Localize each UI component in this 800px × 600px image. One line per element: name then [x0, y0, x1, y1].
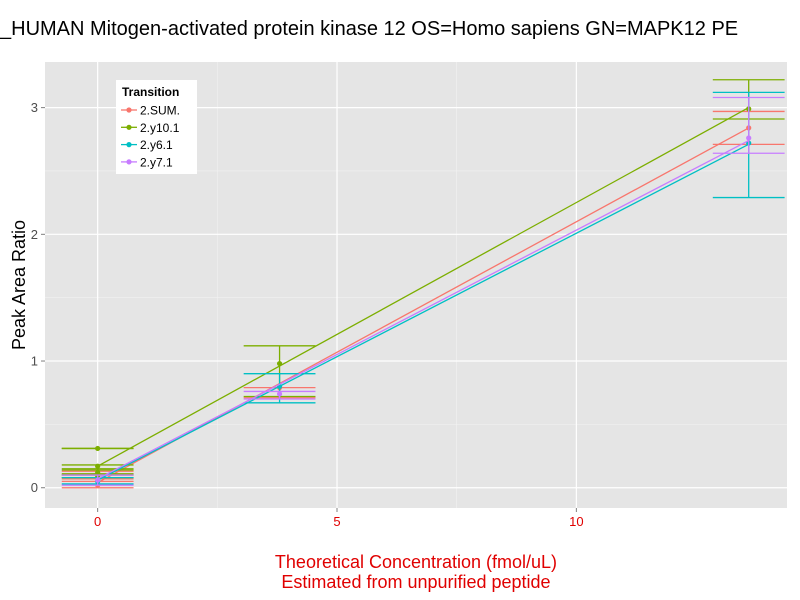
- y-tick-label: 1: [31, 354, 38, 369]
- data-point: [95, 463, 101, 469]
- fit-line: [97, 143, 750, 481]
- x-tick-label: 10: [569, 514, 583, 529]
- legend-key-point: [126, 159, 132, 165]
- legend: Transition 2.SUM. 2.y10.1 2.y6.1 2.y7.1: [116, 80, 197, 174]
- x-tick-label: 5: [333, 514, 340, 529]
- legend-entries: 2.SUM. 2.y10.1 2.y6.1 2.y7.1: [121, 104, 180, 169]
- series-2-y7-1: [61, 96, 785, 486]
- chart-title: _HUMAN Mitogen-activated protein kinase …: [0, 18, 738, 40]
- fit-line: [97, 107, 750, 467]
- y-tick-label: 3: [31, 100, 38, 115]
- legend-key-point: [126, 124, 132, 130]
- legend-key-point: [126, 107, 132, 113]
- legend-entry-label: 2.y10.1: [140, 121, 180, 135]
- y-axis-label: Peak Area Ratio: [9, 220, 29, 350]
- x-axis-label-line1: Theoretical Concentration (fmol/uL): [275, 552, 557, 572]
- legend-title: Transition: [122, 85, 179, 99]
- y-tick-label: 0: [31, 480, 38, 495]
- grid-lines: [45, 62, 787, 508]
- data-point: [746, 135, 752, 141]
- legend-entry-label: 2.y6.1: [140, 138, 173, 152]
- x-tick-label: 0: [94, 514, 101, 529]
- legend-entry-label: 2.SUM.: [140, 104, 180, 118]
- fit-line: [97, 139, 750, 480]
- data-point: [276, 391, 283, 397]
- data-point: [95, 445, 101, 452]
- data-point: [276, 360, 283, 367]
- legend-entry-label: 2.y7.1: [140, 155, 173, 169]
- x-axis-label-line2: Estimated from unpurified peptide: [281, 572, 550, 592]
- axes: 0 5 10 0 1 2 3: [31, 100, 584, 529]
- legend-key-point: [126, 142, 132, 148]
- y-tick-label: 2: [31, 227, 38, 242]
- series-marks: [61, 79, 785, 489]
- data-point: [95, 477, 101, 483]
